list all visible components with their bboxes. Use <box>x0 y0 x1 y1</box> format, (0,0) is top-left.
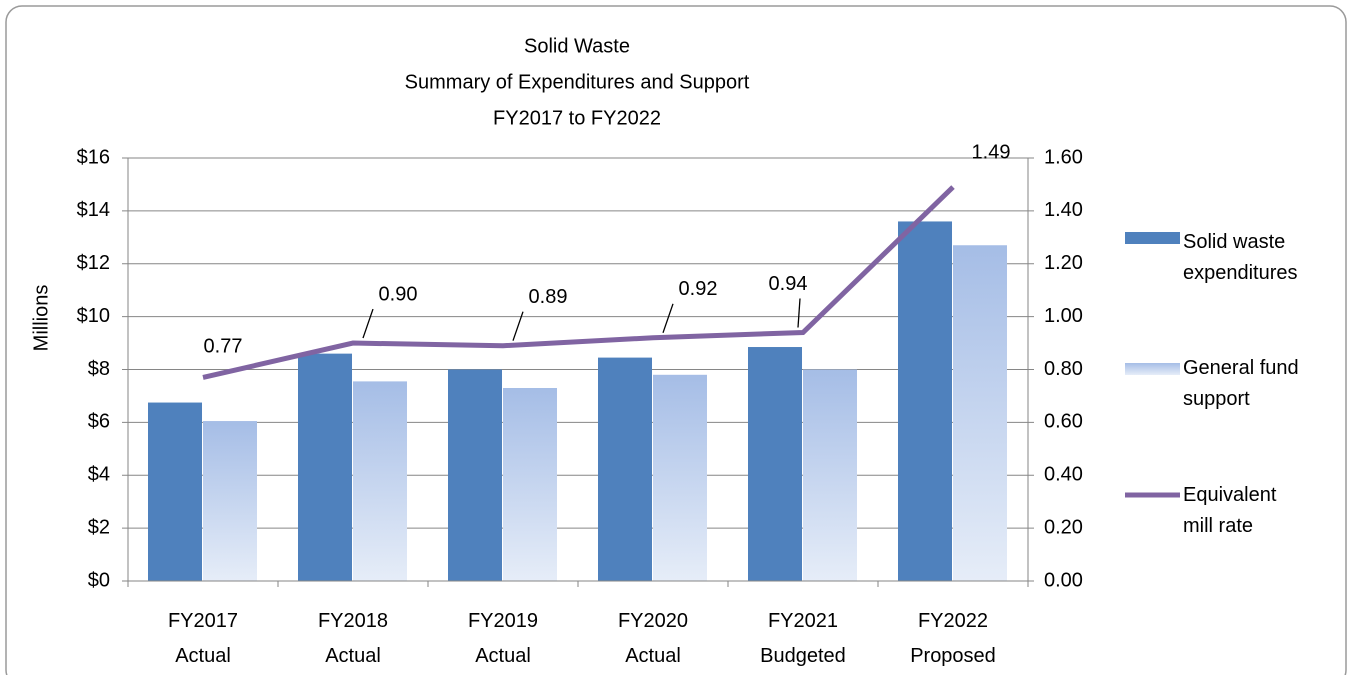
leader-line <box>662 303 674 333</box>
x-tick-label: FY2019 Actual <box>468 610 538 667</box>
y-axis-label: Millions <box>30 285 52 352</box>
bar <box>503 388 557 581</box>
data-label: 0.90 <box>379 283 418 305</box>
y-tick-label: $14 <box>77 199 110 221</box>
x-tick-label-line: Actual <box>625 645 681 667</box>
x-tick-label-line: FY2020 <box>618 610 688 632</box>
y-tick-label: $0 <box>88 569 110 591</box>
y-tick-label: $4 <box>88 464 110 486</box>
x-tick-label-line: FY2019 <box>468 610 538 632</box>
y-tick-label: $8 <box>88 358 110 380</box>
y-tick-label: $2 <box>88 516 110 538</box>
leader-line <box>362 308 374 339</box>
chart-title: Solid Waste <box>524 35 630 57</box>
data-label: 0.92 <box>679 278 718 300</box>
x-tick-label-line: FY2017 <box>168 610 238 632</box>
y2-tick-label: 1.00 <box>1044 305 1083 327</box>
y2-tick-label: 0.80 <box>1044 358 1083 380</box>
legend-label: Solid waste expenditures <box>1183 231 1298 284</box>
x-tick-label: FY2020 Actual <box>618 610 688 667</box>
x-tick-label-line: FY2018 <box>318 610 388 632</box>
y2-tick-label: 0.40 <box>1044 464 1083 486</box>
leader-line <box>512 311 524 341</box>
y-tick-label: $10 <box>77 305 110 327</box>
y2-tick-label: 0.60 <box>1044 411 1083 433</box>
x-tick-label-line: Actual <box>475 645 531 667</box>
bar <box>803 369 857 581</box>
y2-tick-label: 1.20 <box>1044 252 1083 274</box>
bar <box>353 381 407 581</box>
y-tick-label: $16 <box>77 146 110 168</box>
y-tick-label: $12 <box>77 252 110 274</box>
x-tick-label: FY2018 Actual <box>318 610 388 667</box>
x-tick-label: FY2021 Budgeted <box>760 610 846 667</box>
chart-title: FY2017 to FY2022 <box>493 107 661 129</box>
bar <box>148 402 202 581</box>
data-label: 0.89 <box>529 286 568 308</box>
x-tick-label-line: Budgeted <box>760 645 846 667</box>
bar <box>298 353 352 581</box>
legend-label: Equivalent mill rate <box>1183 484 1277 537</box>
data-label: 0.94 <box>769 273 808 295</box>
x-tick-label-line: Actual <box>325 645 381 667</box>
line <box>202 185 955 380</box>
y2-tick-label: 0.20 <box>1044 516 1083 538</box>
legend-label: General fund support <box>1183 357 1299 410</box>
x-tick-label-line: FY2022 <box>918 610 988 632</box>
bar <box>203 421 257 581</box>
leader-line <box>797 298 801 328</box>
legend-swatch <box>1125 232 1180 244</box>
y2-tick-label: 1.40 <box>1044 199 1083 221</box>
data-label: 0.77 <box>204 336 243 358</box>
bar <box>953 245 1007 581</box>
bar <box>448 369 502 581</box>
data-label: 1.49 <box>972 141 1011 163</box>
bar <box>598 357 652 581</box>
x-tick-label: FY2022 Proposed <box>910 610 996 667</box>
x-tick-label-line: FY2021 <box>768 610 838 632</box>
x-tick-label: FY2017 Actual <box>168 610 238 667</box>
legend-swatch <box>1125 363 1180 375</box>
x-tick-label-line: Actual <box>175 645 231 667</box>
x-tick-label-line: Proposed <box>910 645 996 667</box>
bar <box>898 221 952 581</box>
y-tick-label: $6 <box>88 411 110 433</box>
chart-title: Summary of Expenditures and Support <box>405 71 750 93</box>
y2-tick-label: 0.00 <box>1044 569 1083 591</box>
y2-tick-label: 1.60 <box>1044 146 1083 168</box>
bar <box>748 347 802 581</box>
bar <box>653 374 707 581</box>
